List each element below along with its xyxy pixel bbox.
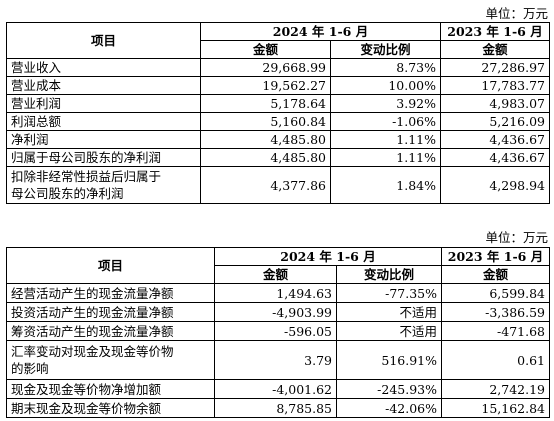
row-label: 营业利润 — [6, 94, 201, 113]
header-change: 变动比例 — [330, 40, 441, 59]
row-label: 经营活动产生的现金流量净额 — [6, 283, 215, 303]
table-row: 营业成本 19,562.27 10.00% 17,783.77 — [6, 76, 550, 95]
table-row: 归属于母公司股东的净利润 4,485.80 1.11% 4,436.67 — [6, 148, 550, 167]
cell-value: 4,485.80 — [200, 148, 331, 167]
cell-value: 4,436.67 — [440, 130, 550, 149]
table-row: 投资活动产生的现金流量净额 -4,903.99 不适用 -3,386.59 — [6, 302, 550, 322]
cell-value: 19,562.27 — [200, 76, 331, 95]
header-change: 变动比例 — [336, 265, 442, 284]
cell-value: 4,983.07 — [440, 94, 550, 113]
row-label-text: 汇率变动对现金及现金等价物的影响 — [11, 344, 174, 376]
cell-value: 不适用 — [336, 321, 442, 341]
cell-value: 5,160.84 — [200, 112, 331, 131]
header-item: 项目 — [6, 247, 215, 284]
row-label: 筹资活动产生的现金流量净额 — [6, 321, 215, 341]
cell-value: -3,386.59 — [441, 302, 550, 322]
row-label: 期末现金及现金等价物余额 — [6, 398, 215, 418]
table-row: 营业收入 29,668.99 8.73% 27,286.97 — [6, 58, 550, 77]
cell-value: -4,903.99 — [214, 302, 337, 322]
table-row: 汇率变动对现金及现金等价物的影响 3.79 516.91% 0.61 — [6, 340, 550, 380]
row-label: 投资活动产生的现金流量净额 — [6, 302, 215, 322]
income-table: 项目 2024 年 1-6 月 2023 年 1-6 月 金额 变动比例 金额 … — [6, 22, 550, 204]
cell-value: 29,668.99 — [200, 58, 331, 77]
cell-value: 1.11% — [330, 148, 441, 167]
table-row: 扣除非经常性损益后归属于母公司股东的净利润 4,377.86 1.84% 4,298.… — [6, 166, 550, 204]
table-row: 期末现金及现金等价物余额 8,785.85 -42.06% 15,162.84 — [6, 398, 550, 418]
row-label: 归属于母公司股东的净利润 — [6, 148, 201, 167]
header-item: 项目 — [6, 22, 201, 59]
header-amount: 金额 — [200, 40, 331, 59]
cell-value: 3.79 — [214, 340, 337, 380]
cell-value: 4,377.86 — [200, 166, 331, 204]
cell-value: 1,494.63 — [214, 283, 337, 303]
row-label: 现金及现金等价物净增加额 — [6, 379, 215, 399]
table-row: 经营活动产生的现金流量净额 1,494.63 -77.35% 6,599.84 — [6, 283, 550, 303]
row-label: 汇率变动对现金及现金等价物的影响 — [6, 340, 215, 380]
cell-value: 4,485.80 — [200, 130, 331, 149]
cell-value: 27,286.97 — [440, 58, 550, 77]
header-amount: 金额 — [214, 265, 337, 284]
row-label: 营业成本 — [6, 76, 201, 95]
unit-label: 单位：万元 — [485, 230, 548, 245]
cell-value: 不适用 — [336, 302, 442, 322]
cell-value: -596.05 — [214, 321, 337, 341]
cell-value: 10.00% — [330, 76, 441, 95]
cashflow-table: 项目 2024 年 1-6 月 2023 年 1-6 月 金额 变动比例 金额 … — [6, 247, 550, 418]
table-row: 现金及现金等价物净增加额 -4,001.62 -245.93% 2,742.19 — [6, 379, 550, 399]
header-period: 2023 年 1-6 月 — [441, 247, 550, 266]
row-label-text: 扣除非经常性损益后归属于母公司股东的净利润 — [11, 169, 162, 201]
cell-value: 17,783.77 — [440, 76, 550, 95]
cell-value: 2,742.19 — [441, 379, 550, 399]
row-label: 扣除非经常性损益后归属于母公司股东的净利润 — [6, 166, 201, 204]
table-row: 利润总额 5,160.84 -1.06% 5,216.09 — [6, 112, 550, 131]
unit-label: 单位：万元 — [485, 6, 548, 21]
cell-value: -471.68 — [441, 321, 550, 341]
cell-value: -4,001.62 — [214, 379, 337, 399]
row-label: 净利润 — [6, 130, 201, 149]
cell-value: 3.92% — [330, 94, 441, 113]
cell-value: 15,162.84 — [441, 398, 550, 418]
cell-value: 4,436.67 — [440, 148, 550, 167]
cell-value: 0.61 — [441, 340, 550, 380]
row-label: 营业收入 — [6, 58, 201, 77]
header-period: 2024 年 1-6 月 — [200, 22, 441, 41]
header-period: 2023 年 1-6 月 — [440, 22, 550, 41]
cell-value: 8,785.85 — [214, 398, 337, 418]
row-label: 利润总额 — [6, 112, 201, 131]
cell-value: 1.84% — [330, 166, 441, 204]
table-row: 筹资活动产生的现金流量净额 -596.05 不适用 -471.68 — [6, 321, 550, 341]
header-period: 2024 年 1-6 月 — [214, 247, 442, 266]
cell-value: -1.06% — [330, 112, 441, 131]
cell-value: 8.73% — [330, 58, 441, 77]
cell-value: 5,178.64 — [200, 94, 331, 113]
cell-value: -42.06% — [336, 398, 442, 418]
cell-value: 6,599.84 — [441, 283, 550, 303]
cell-value: 4,298.94 — [440, 166, 550, 204]
table-row: 净利润 4,485.80 1.11% 4,436.67 — [6, 130, 550, 149]
header-amount: 金额 — [441, 265, 550, 284]
cell-value: -245.93% — [336, 379, 442, 399]
cell-value: 5,216.09 — [440, 112, 550, 131]
cell-value: -77.35% — [336, 283, 442, 303]
table-row: 营业利润 5,178.64 3.92% 4,983.07 — [6, 94, 550, 113]
cell-value: 1.11% — [330, 130, 441, 149]
cell-value: 516.91% — [336, 340, 442, 380]
header-amount: 金额 — [440, 40, 550, 59]
